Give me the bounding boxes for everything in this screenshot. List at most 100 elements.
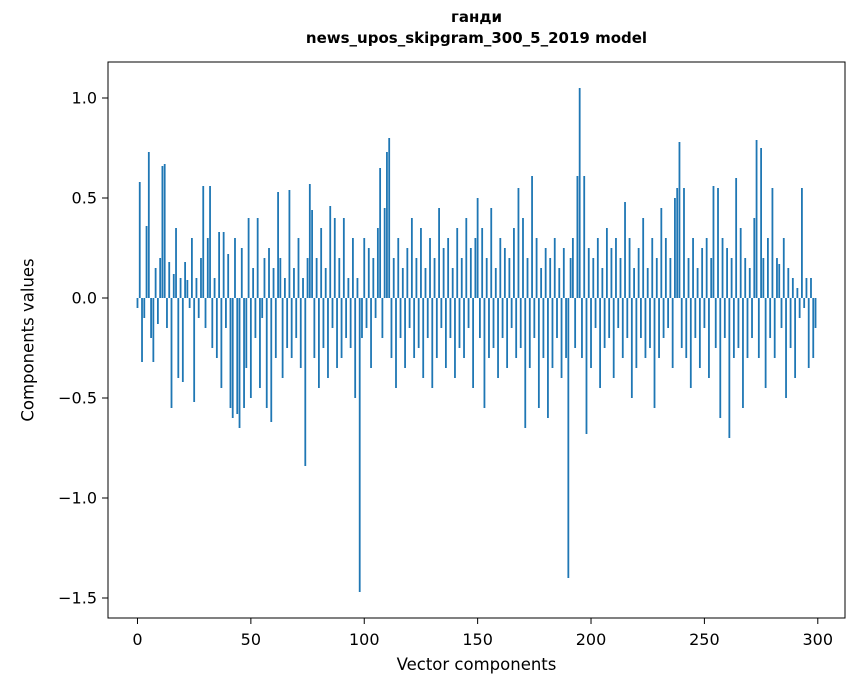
bar: [195, 278, 198, 298]
bar: [735, 178, 738, 298]
bar: [685, 298, 688, 358]
bar: [159, 258, 162, 298]
bar: [605, 228, 608, 298]
bar: [438, 208, 440, 298]
bar: [755, 140, 758, 298]
y-tick-label: −1.5: [58, 589, 97, 608]
bar: [179, 278, 182, 298]
bar: [490, 208, 493, 298]
bar: [272, 268, 275, 298]
bar: [767, 238, 769, 298]
x-tick-label: 300: [803, 630, 834, 649]
x-tick-label: 150: [462, 630, 493, 649]
bar: [426, 298, 429, 338]
bar: [791, 278, 794, 298]
bar: [692, 238, 694, 298]
bar: [807, 298, 810, 368]
bar: [268, 248, 270, 298]
bar: [762, 258, 765, 298]
bar: [431, 298, 434, 388]
bar: [717, 188, 719, 298]
bar: [719, 298, 722, 418]
bar: [680, 298, 683, 348]
bar: [295, 298, 298, 338]
bar: [587, 248, 590, 298]
bar: [723, 298, 726, 338]
bar: [401, 268, 404, 298]
bar: [472, 298, 474, 388]
bar: [780, 298, 783, 328]
bar: [635, 298, 638, 368]
bar: [234, 238, 236, 298]
bar: [440, 298, 443, 328]
bar: [485, 258, 488, 298]
bar: [286, 298, 289, 348]
bar: [213, 278, 216, 298]
bar: [399, 298, 402, 338]
bar: [785, 298, 787, 398]
bar: [270, 298, 273, 422]
x-axis-label: Vector components: [396, 655, 557, 674]
chart-title-block: ганди news_upos_skipgram_300_5_2019 mode…: [108, 7, 845, 49]
bar: [810, 278, 812, 298]
bar: [773, 298, 776, 358]
bar: [193, 298, 196, 402]
bar: [342, 218, 345, 298]
bar: [395, 298, 397, 388]
bar: [170, 298, 173, 408]
y-axis-label: Components values: [18, 258, 38, 422]
bar: [161, 166, 164, 298]
bar: [590, 298, 592, 368]
bar: [236, 298, 239, 414]
bar: [318, 298, 320, 388]
bar: [413, 298, 416, 358]
bar: [406, 248, 409, 298]
bar: [209, 186, 211, 298]
bar: [240, 248, 243, 298]
bar: [143, 298, 146, 318]
bar: [202, 186, 205, 298]
bar: [227, 254, 230, 298]
bar: [381, 298, 384, 338]
bar: [658, 298, 660, 358]
bar: [571, 238, 574, 298]
bar: [760, 148, 762, 298]
bar: [211, 298, 214, 348]
bar: [476, 198, 479, 298]
bar: [347, 278, 350, 298]
bar: [574, 298, 577, 348]
bar: [281, 298, 284, 378]
bar: [671, 298, 674, 368]
bar: [372, 258, 375, 298]
bar: [617, 298, 620, 328]
bar: [553, 238, 556, 298]
bar: [145, 226, 148, 298]
bar: [651, 238, 654, 298]
bar: [311, 210, 313, 298]
bar: [669, 258, 672, 298]
bar: [701, 248, 704, 298]
bar: [163, 164, 166, 298]
bar: [206, 238, 209, 298]
bar: [197, 298, 200, 318]
bar: [776, 258, 778, 298]
bar: [551, 298, 554, 368]
bar: [256, 218, 259, 298]
bar: [528, 298, 531, 368]
bar: [467, 298, 470, 328]
bar: [603, 298, 606, 348]
bar: [492, 298, 495, 348]
bar: [417, 298, 420, 348]
bar: [225, 298, 227, 328]
bar: [599, 298, 601, 388]
chart-title: ганди: [451, 8, 502, 26]
bar: [204, 298, 207, 328]
bar: [379, 168, 382, 298]
bar: [388, 138, 391, 298]
y-tick-label: −1.0: [58, 489, 97, 508]
bar: [386, 152, 388, 298]
bar: [392, 258, 395, 298]
bar: [297, 238, 300, 298]
